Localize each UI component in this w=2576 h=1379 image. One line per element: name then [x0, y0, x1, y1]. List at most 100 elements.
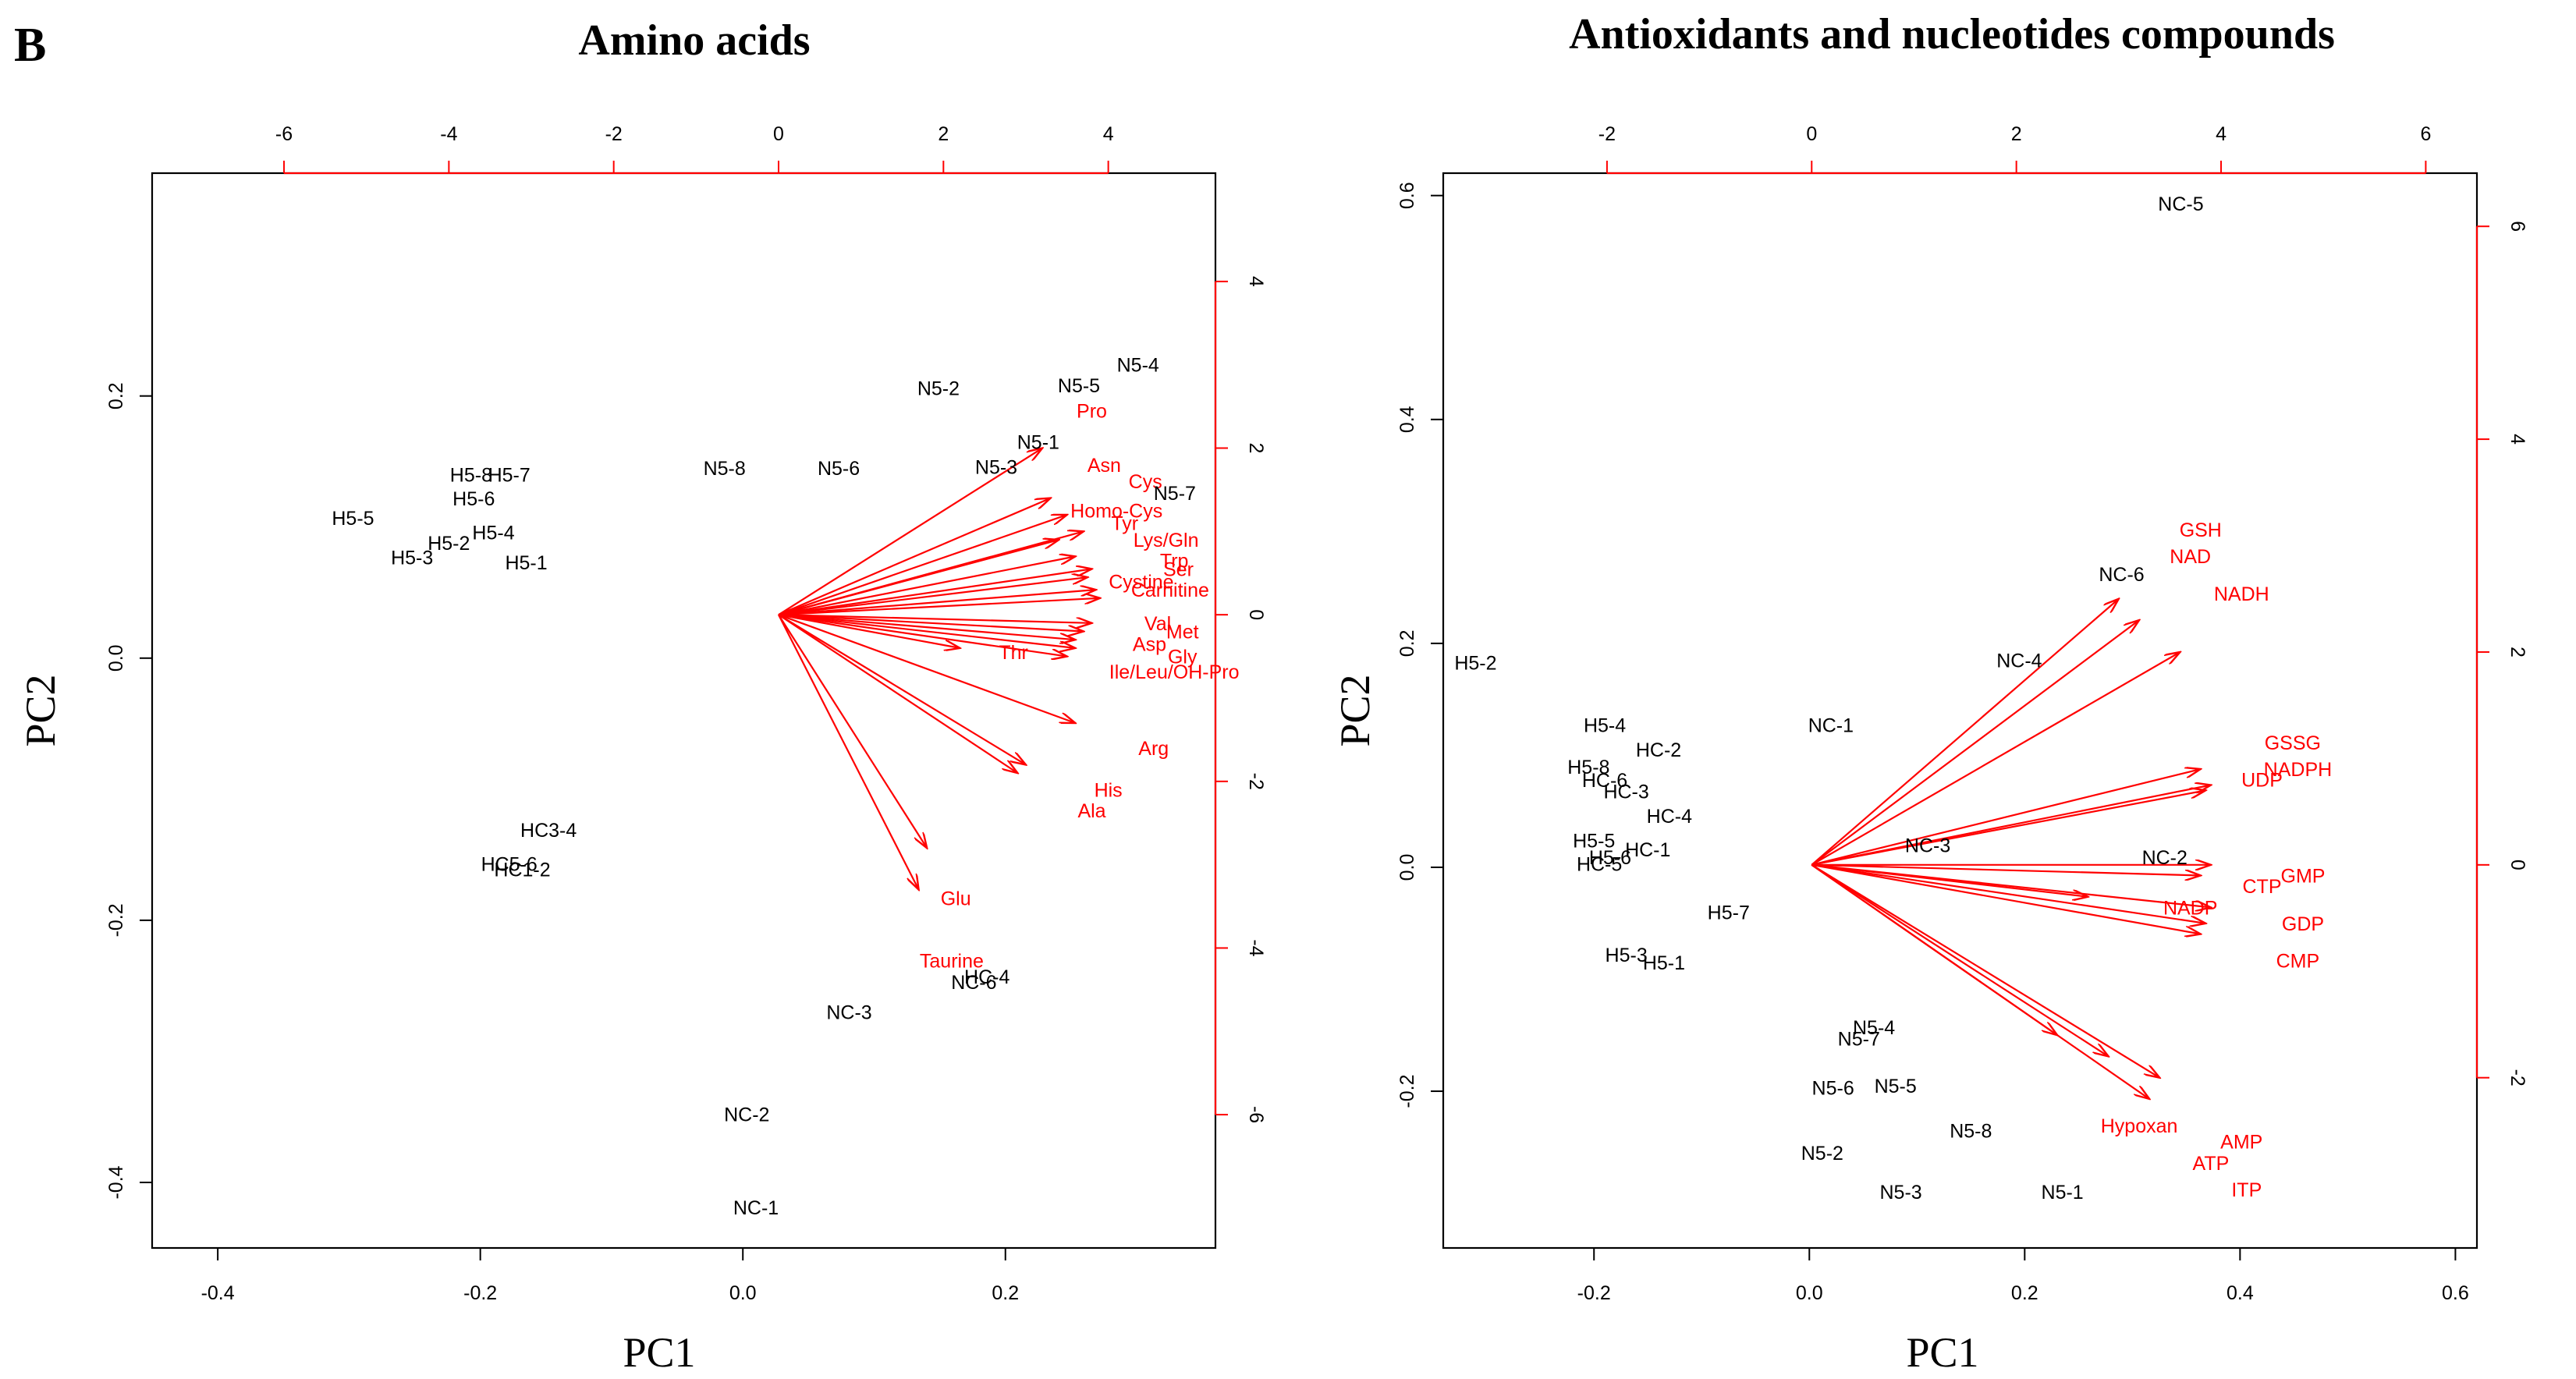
loading-arrow [778, 569, 1092, 616]
top-tick-label: 4 [2216, 123, 2227, 145]
sample-label: NC-3 [1905, 835, 1950, 856]
top-tick-label: -6 [275, 123, 293, 145]
sample-label: NC-1 [733, 1197, 779, 1219]
sample-label: N5-4 [1853, 1017, 1895, 1039]
loading-label: NADP [2163, 897, 2217, 919]
loading-label: Cys [1129, 471, 1162, 493]
loading-arrow [1811, 863, 2159, 1078]
loading-arrow [1811, 863, 2201, 876]
y-tick-label: 0.2 [105, 382, 127, 409]
y-tick-label: -0.2 [105, 903, 127, 937]
loading-arrow [778, 515, 1067, 616]
top-tick-label: 2 [938, 123, 949, 145]
loading-label: ITP [2231, 1179, 2262, 1201]
sample-label: H5-3 [1606, 945, 1648, 966]
loading-arrow [778, 614, 1067, 656]
loading-label: NADH [2214, 583, 2269, 605]
x-tick-label: -0.2 [463, 1282, 497, 1304]
loading-label: Carnitine [1131, 580, 1209, 601]
loading-arrow [1811, 790, 2205, 866]
top-tick-label: 0 [773, 123, 784, 145]
sample-label: H5-8 [1567, 757, 1609, 778]
y-tick-label: 0.4 [1396, 406, 1418, 433]
loading-arrow [1811, 620, 2139, 866]
loading-label: Ala [1077, 800, 1105, 822]
x-tick-label: -0.2 [1577, 1282, 1611, 1304]
sample-label: HC5-6 [481, 854, 538, 876]
sample-label: N5-8 [1950, 1120, 1992, 1142]
right-tick-label: -4 [1245, 939, 1267, 956]
loading-label: Ile/Leu/OH-Pro [1109, 661, 1240, 683]
sample-label: N5-4 [1117, 354, 1159, 376]
loading-label: Homo-Cys [1070, 501, 1162, 523]
loading-label: Val [1144, 613, 1171, 635]
sample-label: NC-2 [724, 1104, 769, 1126]
right-tick-label: 0 [1245, 609, 1267, 620]
loading-arrow [1811, 769, 2201, 866]
loading-label: Gly [1168, 647, 1198, 668]
sample-label: HC1-2 [494, 859, 550, 881]
x-tick-label: 0.4 [2227, 1282, 2254, 1304]
loading-arrow [778, 498, 1051, 616]
sample-label: NC-5 [2158, 193, 2203, 215]
chart-title: Amino acids [578, 16, 810, 65]
loading-arrow [778, 614, 1026, 764]
loading-label: Lys/Gln [1134, 530, 1199, 551]
top-tick-label: 4 [1103, 123, 1114, 145]
sample-label: NC-6 [2099, 564, 2144, 586]
sample-label: N5-1 [2042, 1182, 2084, 1204]
top-tick-label: -2 [605, 123, 623, 145]
loading-arrow [778, 614, 927, 848]
x-tick-label: -0.4 [201, 1282, 235, 1304]
sample-label: H5-7 [488, 465, 530, 487]
sample-label: N5-7 [1154, 483, 1196, 505]
top-tick-label: -4 [440, 123, 457, 145]
loading-label: Ser [1163, 558, 1194, 580]
loading-label: CTP [2243, 876, 2282, 898]
loading-label: Trp [1160, 551, 1189, 573]
y-tick-label: 0.0 [105, 644, 127, 672]
x-tick-label: 0.6 [2442, 1282, 2469, 1304]
sample-label: HC-3 [1603, 781, 1648, 803]
loading-arrow [778, 614, 1092, 623]
top-tick-label: 6 [2420, 123, 2431, 145]
sample-label: N5-2 [1801, 1143, 1843, 1165]
x-tick-label: 0.0 [1796, 1282, 1823, 1304]
sample-label: HC-4 [964, 966, 1009, 988]
sample-label: H5-2 [1454, 652, 1496, 674]
loading-label: Glu [941, 888, 971, 909]
x-tick-label: 0.0 [729, 1282, 757, 1304]
sample-label: HC-2 [1636, 739, 1681, 761]
loading-arrow [778, 614, 1075, 640]
loading-arrow [1811, 863, 2057, 1035]
loading-label: AMP [2220, 1132, 2262, 1154]
sample-label: NC-2 [2142, 847, 2187, 869]
loading-label: CMP [2276, 951, 2320, 973]
sample-label: H5-4 [1584, 715, 1626, 737]
loading-arrow [778, 614, 919, 890]
loading-label: Asn [1088, 455, 1121, 477]
loading-label: Taurine [920, 950, 984, 972]
loading-label: NADPH [2264, 759, 2333, 781]
sample-label: N5-1 [1017, 432, 1059, 454]
loading-label: His [1095, 779, 1123, 801]
loading-arrow [778, 540, 1059, 616]
sample-label: H5-4 [472, 522, 514, 544]
loading-label: Tyr [1111, 513, 1138, 535]
sample-label: H5-2 [428, 533, 470, 555]
sample-label: HC3-4 [520, 820, 577, 842]
sample-label: HC-6 [1582, 770, 1627, 792]
right-tick-label: -6 [1245, 1106, 1267, 1123]
y-axis-label: PC2 [1332, 674, 1378, 746]
loading-label: Pro [1077, 400, 1107, 422]
sample-label: HC-1 [1625, 839, 1670, 861]
loading-label: ATP [2193, 1153, 2230, 1175]
right-tick-label: 2 [1245, 443, 1267, 454]
sample-label: NC-6 [951, 972, 996, 994]
loading-arrow [778, 556, 1075, 616]
right-tick-label: 6 [2507, 221, 2528, 232]
loading-label: Thr [999, 642, 1028, 664]
y-tick-label: 0.6 [1396, 182, 1418, 209]
sample-label: N5-2 [917, 378, 960, 400]
x-axis-label: PC1 [623, 1329, 695, 1376]
